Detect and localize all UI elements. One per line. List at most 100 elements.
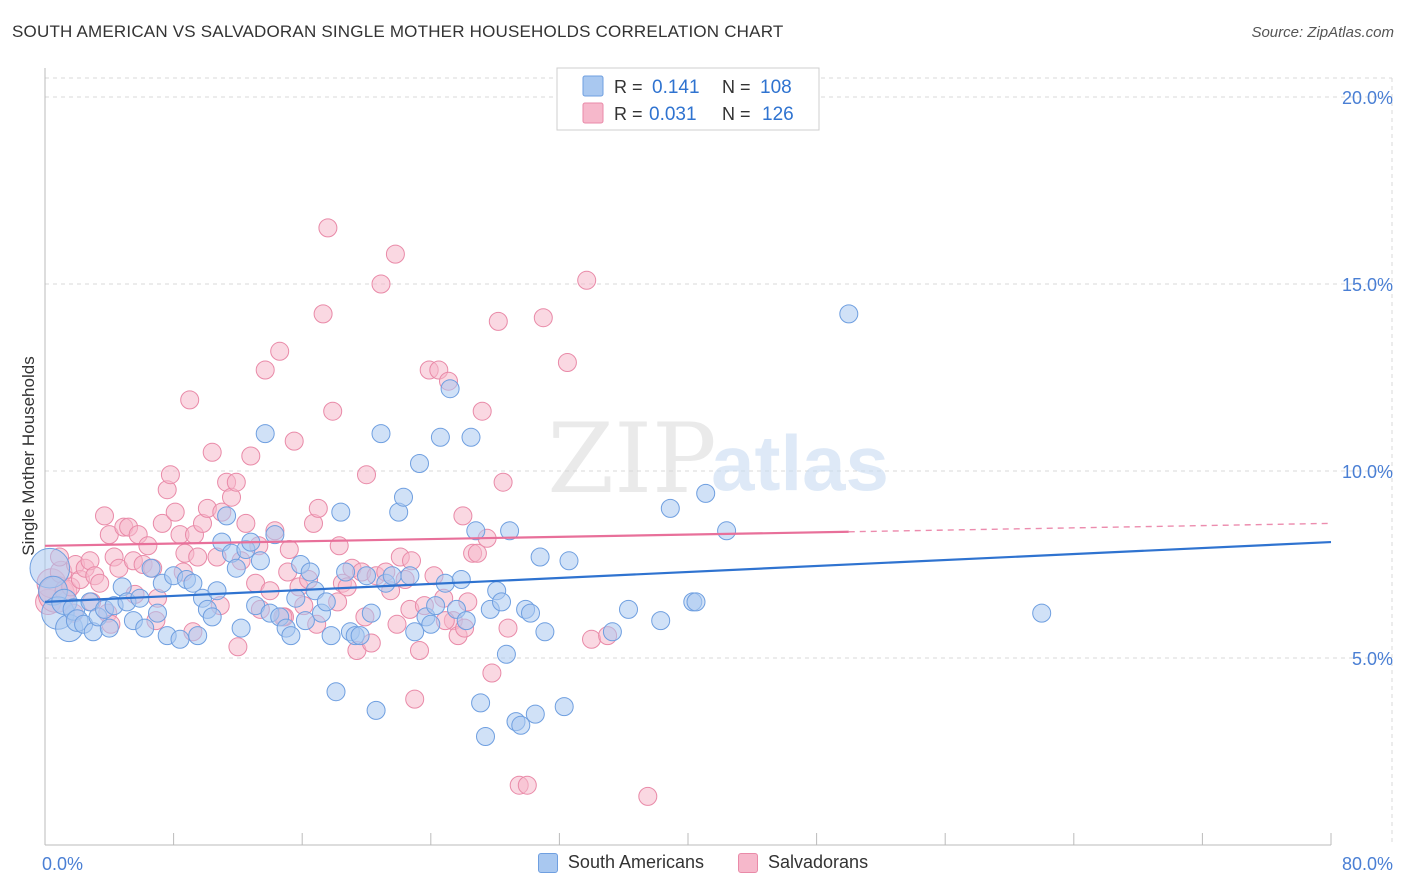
legend-n-label-blue: N = (722, 77, 751, 97)
south-american-point-40 (250, 551, 270, 571)
watermark-atlas: atlas (711, 419, 889, 507)
legend-r-value-blue: 0.141 (652, 77, 700, 98)
salvadoran-point-93 (482, 663, 502, 683)
salvadoran-point-101 (577, 270, 597, 290)
salvadoran-point-21 (138, 536, 158, 556)
tick-labels: 5.0% 10.0% 15.0% 20.0% 0.0% 80.0% (42, 88, 1393, 874)
y-tick-label-15: 15.0% (1342, 275, 1393, 295)
south-american-point-63 (366, 700, 386, 720)
salvadoran-point-24 (152, 513, 172, 533)
salvadoran-point-58 (313, 304, 333, 324)
legend-n-label-pink: N = (722, 104, 751, 124)
south-american-point-24 (170, 629, 190, 649)
legend-item-salvadorans[interactable]: Salvadorans (738, 852, 868, 873)
south-american-point-64 (371, 424, 391, 444)
south-american-point-108 (1032, 603, 1052, 623)
y-axis-label: Single Mother Households (19, 356, 38, 555)
south-american-point-104 (686, 592, 706, 612)
salvadoran-point-78 (410, 641, 429, 660)
legend-swatch-south-americans (537, 852, 558, 873)
south-american-point-49 (295, 611, 315, 631)
south-american-point-33 (217, 506, 237, 526)
south-american-point-41 (255, 424, 275, 444)
south-american-point-19 (141, 558, 161, 578)
south-americans-points (29, 304, 1052, 746)
salvadoran-point-94 (488, 311, 508, 331)
salvadoran-point-95 (493, 472, 513, 492)
south-american-point-27 (188, 626, 208, 646)
legend-n-value-pink: 126 (762, 104, 794, 125)
salvadoran-point-59 (318, 218, 338, 238)
south-american-point-96 (535, 622, 555, 642)
legend-r-label-pink: R = (614, 104, 643, 124)
salvadoran-point-104 (638, 786, 658, 806)
legend-item-south-americans[interactable]: South Americans (537, 852, 704, 873)
salvadoran-point-99 (533, 308, 553, 328)
salvadoran-point-46 (255, 360, 275, 380)
salvadorans-trend-line-dashed (848, 522, 1332, 533)
south-american-point-105 (696, 483, 716, 503)
south-american-point-98 (559, 551, 579, 571)
axes (44, 68, 1332, 846)
salvadoran-point-51 (279, 540, 299, 559)
legend-swatch-blue (582, 75, 604, 97)
south-american-point-50 (300, 562, 320, 582)
south-american-point-94 (525, 704, 545, 724)
south-american-point-81 (461, 427, 481, 447)
south-american-point-102 (660, 498, 680, 518)
correlation-legend: R = 0.141 N = 108 R = 0.031 N = 126 (556, 67, 820, 131)
legend-label-south-americans: South Americans (567, 852, 704, 872)
salvadoran-point-77 (405, 689, 425, 709)
salvadorans-points (35, 218, 658, 806)
south-american-point-95 (530, 547, 550, 567)
south-american-point-62 (361, 603, 381, 623)
y-tick-label-5: 5.0% (1352, 649, 1393, 669)
south-american-point-69 (400, 566, 420, 586)
legend-label-salvadorans: Salvadorans (768, 852, 869, 872)
zipatlas-watermark: ZIP atlas (547, 403, 889, 515)
source-label: Source: ZipAtlas.com (1251, 24, 1394, 41)
south-american-point-91 (511, 715, 531, 735)
south-american-point-82 (466, 521, 486, 541)
salvadoran-point-73 (385, 244, 405, 264)
south-american-point-93 (521, 603, 540, 623)
south-american-point-46 (281, 626, 301, 646)
salvadoran-point-96 (498, 618, 518, 638)
salvadoran-point-70 (371, 274, 391, 294)
south-american-point-87 (492, 592, 511, 612)
x-tick-label-min: 0.0% (42, 854, 83, 874)
legend-r-label-blue: R = (614, 77, 643, 97)
south-american-point-70 (405, 622, 425, 642)
salvadoran-point-12 (95, 506, 114, 526)
series-legend: South Americans Salvadorans (0, 852, 1406, 873)
south-americans-trend-line (44, 540, 1332, 603)
south-american-point-79 (451, 570, 471, 589)
south-american-point-61 (357, 566, 376, 586)
trend-lines (44, 522, 1332, 603)
salvadoran-point-52 (284, 431, 304, 451)
south-american-point-107 (839, 304, 859, 324)
salvadoran-point-43 (241, 446, 261, 466)
south-american-point-106 (717, 521, 737, 541)
south-american-point-54 (321, 626, 341, 646)
south-american-point-26 (183, 573, 203, 593)
legend-swatch-salvadorans (738, 852, 758, 873)
south-american-point-97 (554, 697, 574, 717)
south-american-point-101 (651, 611, 671, 631)
salvadoran-point-26 (160, 465, 180, 485)
salvadoran-point-42 (236, 513, 256, 533)
south-american-point-35 (226, 558, 246, 578)
south-american-point-66 (382, 566, 402, 586)
y-tick-label-10: 10.0% (1342, 462, 1393, 482)
south-american-point-75 (430, 427, 450, 447)
south-american-point-77 (440, 379, 460, 399)
south-american-point-83 (471, 693, 491, 713)
salvadoran-point-113 (387, 614, 407, 634)
salvadoran-point-49 (270, 341, 290, 361)
south-american-point-53 (316, 592, 336, 612)
salvadoran-point-40 (226, 472, 246, 492)
south-american-point-43 (265, 525, 285, 545)
salvadoran-point-11 (90, 573, 110, 593)
salvadoran-point-91 (472, 401, 492, 421)
south-american-point-88 (496, 644, 516, 664)
